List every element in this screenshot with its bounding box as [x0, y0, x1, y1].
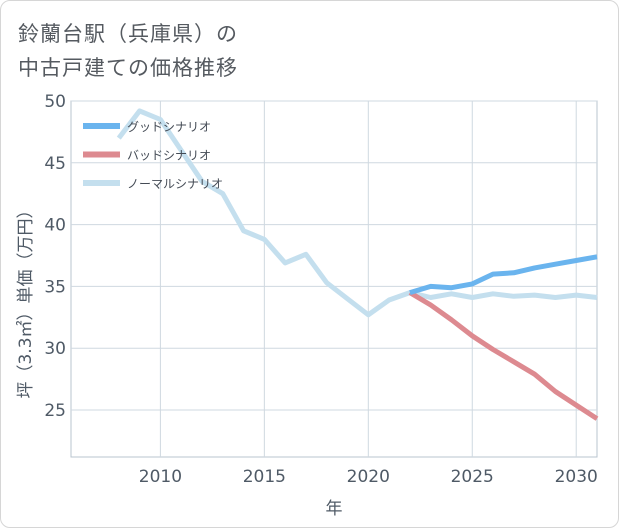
series-lines — [116, 108, 599, 421]
x-tick-label: 2030 — [555, 467, 598, 487]
x-tick-label: 2020 — [347, 467, 390, 487]
y-tick-label: 50 — [44, 92, 66, 112]
y-tick-label: 45 — [44, 154, 66, 174]
series-line-1 — [409, 254, 598, 295]
x-axis-title: 年 — [326, 499, 343, 519]
x-tick-label: 2010 — [139, 467, 182, 487]
y-tick-label: 35 — [44, 277, 66, 297]
chart-title-line-2: 中古戸建ての価格推移 — [18, 56, 238, 80]
y-tick-label: 40 — [44, 216, 66, 236]
legend-label: バッドシナリオ — [127, 149, 211, 163]
legend-label: ノーマルシナリオ — [127, 177, 223, 191]
x-tick-label: 2025 — [451, 467, 494, 487]
y-tick-label: 25 — [44, 401, 66, 421]
chart-title: 鈴蘭台駅（兵庫県）の 中古戸建ての価格推移 — [18, 17, 238, 85]
y-tick-label: 30 — [44, 339, 66, 359]
legend-label: グッドシナリオ — [127, 120, 211, 134]
x-tick-label: 2015 — [243, 467, 286, 487]
y-axis-title: 坪（3.3㎡）単価（万円） — [16, 201, 36, 398]
chart-title-line-1: 鈴蘭台駅（兵庫県）の — [18, 22, 238, 46]
plot-area — [70, 100, 598, 458]
grid-lines — [71, 100, 597, 457]
series-line-2 — [408, 290, 599, 421]
series-line-3 — [116, 108, 598, 318]
axis-ticks: 2010 2015 2020 2025 2030 25 30 35 40 45 50 — [44, 92, 597, 487]
